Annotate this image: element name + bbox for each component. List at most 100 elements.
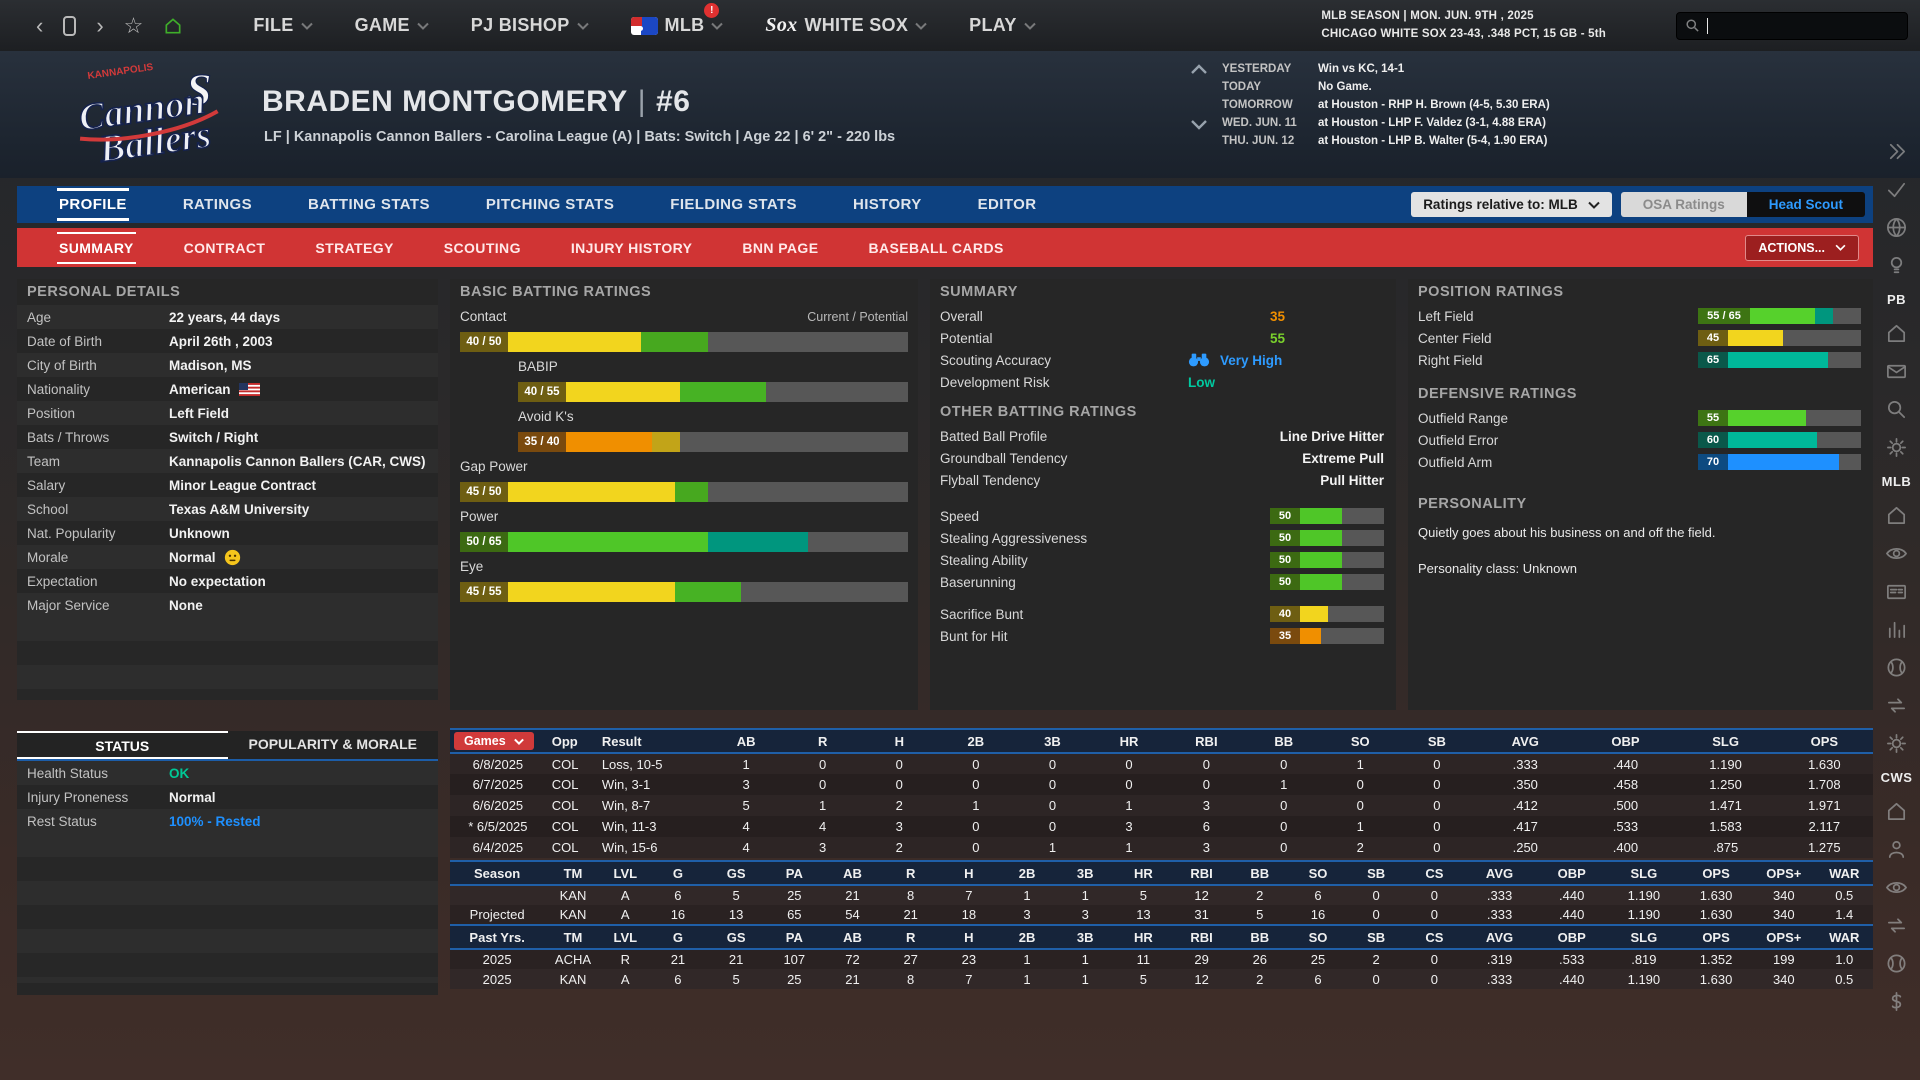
actions-button[interactable]: ACTIONS... <box>1745 234 1859 261</box>
swap-icon[interactable] <box>1885 914 1908 937</box>
tab-fielding-stats[interactable]: FIELDING STATS <box>670 196 797 213</box>
subtab-bnn-page[interactable]: BNN PAGE <box>742 239 819 256</box>
game-log-row[interactable]: 6/7/2025 COL Win, 3-1 3 0 0 0 0 0 0 1 0 0.350.458 1.2… <box>450 774 1873 795</box>
person-icon[interactable] <box>1885 838 1908 861</box>
svg-text:KANNAPOLIS: KANNAPOLIS <box>87 62 154 82</box>
cell: 13 <box>707 905 766 925</box>
column-header: SLG <box>1607 924 1680 950</box>
baseball-icon[interactable] <box>1885 952 1908 975</box>
cell: Win, 11-3 <box>595 816 708 837</box>
forward-icon[interactable]: › <box>96 12 104 38</box>
mail-icon[interactable] <box>1885 360 1908 383</box>
column-header: 2B <box>937 728 1015 754</box>
bulb-icon[interactable] <box>1885 254 1908 277</box>
baseball-icon[interactable] <box>1885 656 1908 679</box>
menu-item-mlb[interactable]: MLB! <box>630 3 724 36</box>
status-tab-popularity-morale[interactable]: POPULARITY & MORALE <box>248 736 418 752</box>
search-icon[interactable] <box>1885 398 1908 421</box>
globe-icon[interactable] <box>1885 216 1908 239</box>
cell: 1 <box>707 753 785 774</box>
cell: A <box>601 905 649 925</box>
subtab-baseball-cards[interactable]: BASEBALL CARDS <box>868 239 1004 256</box>
schedule-down-icon[interactable] <box>1190 119 1208 131</box>
home-icon[interactable] <box>1885 800 1908 823</box>
cell: Win, 15-6 <box>595 837 708 858</box>
collapse-icon[interactable] <box>1885 140 1908 163</box>
game-log-row[interactable]: 6/4/2025 COL Win, 15-6 4 3 2 0 1 1 3 0 2 0.250.400.8… <box>450 837 1873 858</box>
primary-tab-bar: PROFILE RATINGS BATTING STATS PITCHING STAT… <box>17 186 1873 223</box>
cell: 1 <box>1090 795 1168 816</box>
eye-icon[interactable] <box>1885 542 1908 565</box>
ratings-relative-dropdown[interactable]: Ratings relative to: MLB <box>1411 192 1612 217</box>
chart-icon[interactable] <box>1885 618 1908 641</box>
osa-ratings-button[interactable]: OSA Ratings <box>1620 192 1747 217</box>
games-filter-dropdown[interactable]: Games <box>454 732 534 750</box>
tab-pitching-stats[interactable]: PITCHING STATS <box>485 196 615 213</box>
back-icon[interactable]: ‹ <box>36 12 44 38</box>
season-stats-row[interactable]: KAN A 6 5 25 21 8 7 1 1 5 12 2 6 0 0.333.440 1.190 1.630 3… <box>450 885 1873 905</box>
subtab-strategy[interactable]: STRATEGY <box>315 239 394 256</box>
defensive-ratings-title: DEFENSIVE RATINGS <box>1418 386 1577 402</box>
subtab-injury-history[interactable]: INJURY HISTORY <box>570 239 693 256</box>
game-log-row[interactable]: 6/8/2025 COL Loss, 10-5 1 0 0 0 0 0 0 0 1 0.333.440 1… <box>450 753 1873 774</box>
column-header: 3B <box>1056 924 1115 950</box>
eye-icon[interactable] <box>1885 876 1908 899</box>
game-log-row[interactable]: 6/6/2025 COL Win, 8-7 5 1 2 1 0 1 3 0 0 0.412.500 1.4… <box>450 795 1873 816</box>
batting-ratings-title: BASIC BATTING RATINGS <box>460 284 652 300</box>
subtab-summary[interactable]: SUMMARY <box>57 231 136 264</box>
menu-item-file[interactable]: FILE <box>253 15 313 36</box>
home-icon[interactable] <box>1885 322 1908 345</box>
menu-item-pj-bishop[interactable]: PJ BISHOP <box>471 15 589 36</box>
search-input[interactable] <box>1676 11 1908 40</box>
schedule-up-icon[interactable] <box>1190 63 1208 75</box>
rating-bar <box>508 331 908 352</box>
personal-row: Nationality American <box>17 377 438 401</box>
subtab-scouting[interactable]: SCOUTING <box>443 239 521 256</box>
tab-batting-stats[interactable]: BATTING STATS <box>308 196 430 213</box>
bookmark-star-icon[interactable]: ☆ <box>123 12 144 38</box>
potential-row: Potential 55 <box>940 330 1286 346</box>
tab-profile[interactable]: PROFILE <box>57 188 129 221</box>
cell: COL <box>545 774 596 795</box>
other-batting-title: OTHER BATTING RATINGS <box>940 404 1137 420</box>
swap-icon[interactable] <box>1885 694 1908 717</box>
gear-icon[interactable] <box>1885 732 1908 755</box>
past-year-stats-row[interactable]: 2025 ACHA R 21 21 107 72 27 23 1 1 11 29 26 25 2 0.319.5… <box>450 949 1873 969</box>
dollar-icon[interactable] <box>1885 990 1908 1013</box>
tab-ratings[interactable]: RATINGS <box>182 196 252 213</box>
home-icon[interactable] <box>163 16 183 36</box>
column-header: OBP <box>1535 924 1608 950</box>
tab-editor[interactable]: EDITOR <box>977 196 1037 213</box>
cell: 0 <box>1398 816 1476 837</box>
card-icon[interactable] <box>1885 580 1908 603</box>
season-date-line: MLB SEASON | MON. JUN. 9TH , 2025 <box>1321 9 1534 22</box>
cell: 1.190 <box>1607 885 1680 905</box>
status-value: Normal <box>169 789 216 805</box>
menu-item-play[interactable]: PLAY <box>969 15 1036 36</box>
menu-item-white-sox[interactable]: Sox WHITE SOX <box>765 14 927 37</box>
column-header: AVG <box>1463 860 1536 886</box>
rating-value-box: 45 / 55 <box>460 581 508 602</box>
rating-bar-row: Outfield Arm 70 <box>1408 451 1873 473</box>
search-icon <box>1685 18 1700 33</box>
column-header: AB <box>823 924 882 950</box>
game-log-table: Games Opp Result AB R H 2B 3B HR RBI BB SO SB AVG OBP S… <box>450 728 1873 858</box>
rating-value-box: 55 / 65 <box>1698 308 1750 324</box>
past-year-stats-row[interactable]: 2025 KAN A 6 5 25 21 8 7 1 1 5 12 2 6 0 0.333.440 1.190 1.… <box>450 969 1873 989</box>
column-header: R <box>784 728 861 754</box>
check-icon[interactable] <box>1885 178 1908 201</box>
rating-value-box: 50 <box>1270 530 1300 546</box>
subtab-contract[interactable]: CONTRACT <box>183 239 266 256</box>
head-scout-button[interactable]: Head Scout <box>1746 192 1865 217</box>
home-icon[interactable] <box>1885 504 1908 527</box>
status-tab-status[interactable]: STATUS <box>17 731 228 759</box>
menu-item-game[interactable]: GAME <box>355 15 429 36</box>
cell: 340 <box>1752 969 1816 989</box>
other-batting-row: Groundball Tendency Extreme Pull <box>930 447 1396 469</box>
gear-icon[interactable] <box>1885 436 1908 459</box>
bunting-ratings-bars: Sacrifice Bunt 40 Bunt for Hit 35 <box>930 603 1396 647</box>
tab-history[interactable]: HISTORY <box>852 196 922 213</box>
device-icon[interactable] <box>63 15 77 36</box>
season-stats-row[interactable]: Projected KAN A 16 13 65 54 21 18 3 3 13 31 5 16 0 0.333… <box>450 905 1873 925</box>
game-log-row[interactable]: * 6/5/2025 COL Win, 11-3 4 4 3 0 0 3 6 0 1 0.417.533… <box>450 816 1873 837</box>
